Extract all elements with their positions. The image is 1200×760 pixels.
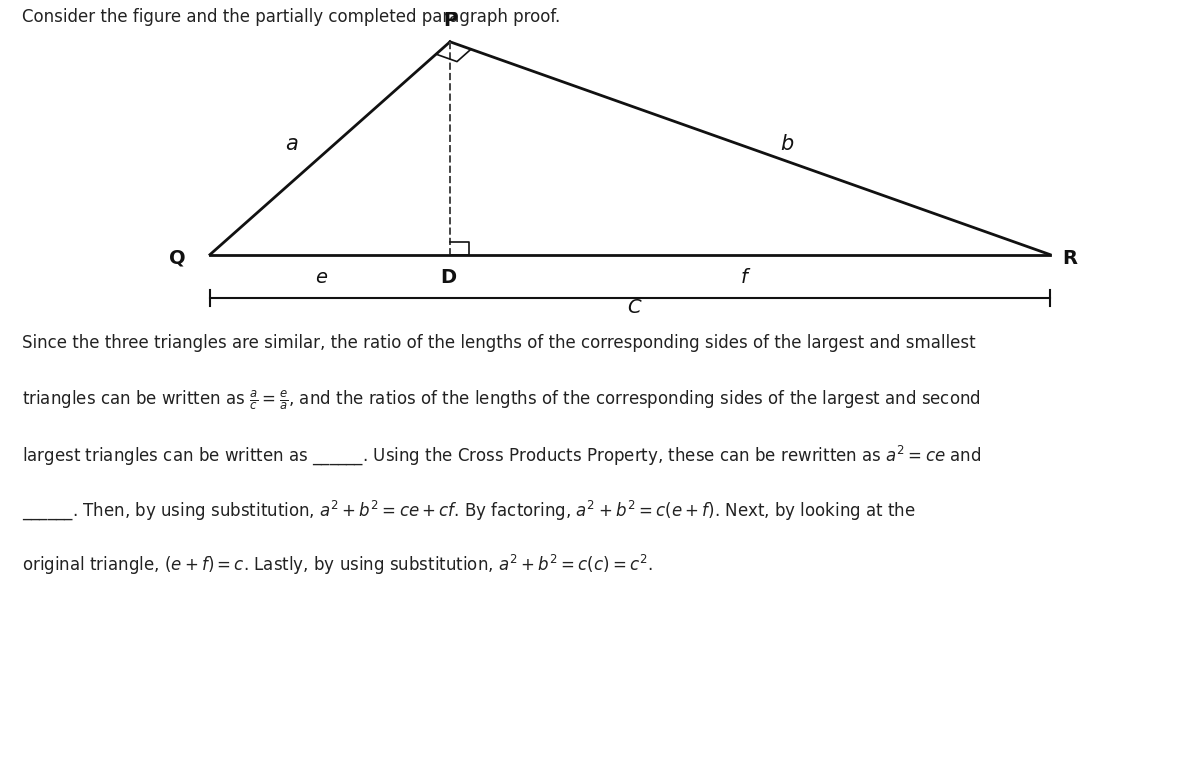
- Text: R: R: [1062, 249, 1078, 268]
- Text: largest triangles can be written as ______. Using the Cross Products Property, t: largest triangles can be written as ____…: [22, 444, 982, 467]
- Text: triangles can be written as $\frac{a}{c} = \frac{e}{a}$, and the ratios of the l: triangles can be written as $\frac{a}{c}…: [22, 389, 980, 413]
- Text: D: D: [440, 268, 457, 287]
- Text: Q: Q: [169, 249, 186, 268]
- Text: Consider the figure and the partially completed paragraph proof.: Consider the figure and the partially co…: [22, 8, 560, 26]
- Text: f: f: [740, 268, 748, 287]
- Text: e: e: [316, 268, 328, 287]
- Text: P: P: [443, 11, 457, 30]
- Text: original triangle, $(e + f) = c$. Lastly, by using substitution, $a^2 + b^2 = c(: original triangle, $(e + f) = c$. Lastly…: [22, 553, 653, 578]
- Text: b: b: [780, 135, 793, 154]
- Text: Since the three triangles are similar, the ratio of the lengths of the correspon: Since the three triangles are similar, t…: [22, 334, 976, 353]
- Text: C: C: [626, 299, 641, 318]
- Text: a: a: [284, 135, 298, 154]
- Text: ______. Then, by using substitution, $a^2 + b^2 = ce + cf$. By factoring, $a^2 +: ______. Then, by using substitution, $a^…: [22, 499, 916, 522]
